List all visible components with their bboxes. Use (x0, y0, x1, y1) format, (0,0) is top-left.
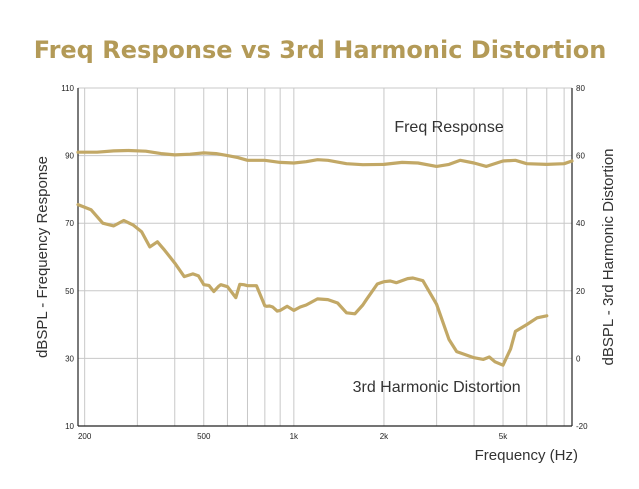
axes (77, 88, 573, 427)
y-tick-label-right: 40 (576, 219, 585, 228)
x-tick-label: 500 (197, 432, 211, 441)
y-tick-label-right: 20 (576, 287, 585, 296)
series (76, 148, 574, 367)
y-tick-label-left: 70 (65, 219, 74, 228)
annotations: Freq Response 3rd Harmonic Distortion (353, 119, 521, 396)
y-tick-label-left: 30 (65, 354, 74, 363)
tick-labels: 10 30 50 70 90 110 -20 0 20 40 60 80 200 500 1k 2k 5k (61, 84, 588, 441)
grid (78, 87, 572, 427)
y-tick-label-right: 80 (576, 84, 585, 93)
y-tick-label-left: 10 (65, 422, 74, 431)
freq-response-line (76, 148, 574, 168)
y-axis-label-right: dBSPL - 3rd Harmonic Distortion (600, 148, 617, 365)
y-tick-label-left: 110 (61, 84, 74, 93)
y-tick-label-left: 90 (65, 152, 74, 161)
y-tick-label-left: 50 (65, 287, 74, 296)
x-tick-label: 2k (380, 432, 389, 441)
x-axis-label: Frequency (Hz) (475, 447, 578, 464)
x-tick-label: 5k (499, 432, 508, 441)
freq-response-annotation: Freq Response (394, 119, 503, 136)
y-tick-label-right: 0 (576, 354, 581, 363)
harmonic-distortion-annotation: 3rd Harmonic Distortion (353, 379, 521, 396)
y-tick-label-right: 60 (576, 152, 585, 161)
y-axis-label-left: dBSPL - Frequency Response (34, 156, 51, 358)
chart-title: Freq Response vs 3rd Harmonic Distortion (34, 36, 607, 64)
harmonic-distortion-line (76, 203, 549, 367)
x-tick-label: 200 (78, 432, 92, 441)
y-tick-label-right: -20 (576, 422, 588, 431)
x-tick-label: 1k (290, 432, 299, 441)
